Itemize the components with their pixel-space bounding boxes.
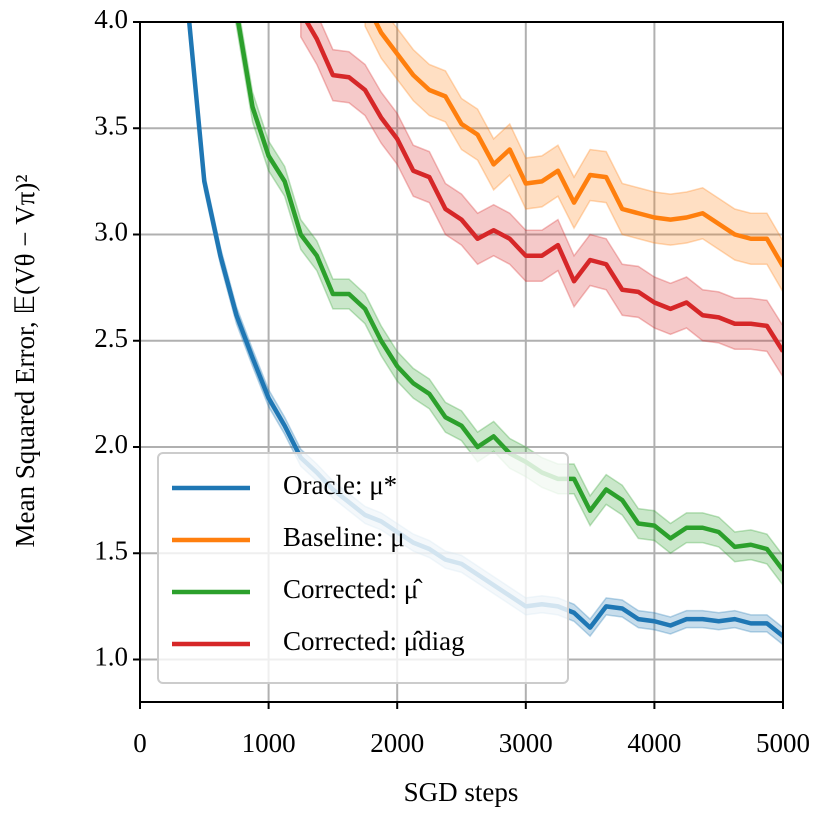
y-tick-label: 3.0 [94,217,128,247]
y-axis-label: Mean Squared Error, 𝔼(Vθ − Vπ)² [10,175,40,548]
x-tick-label: 5000 [756,728,810,758]
legend-label: Corrected: μ̂diag [283,626,465,656]
legend-label: Oracle: μ* [283,470,397,500]
series-line [373,22,783,268]
legend: Oracle: μ* Baseline: μ Corrected: μ̂ Correc… [157,452,569,684]
x-tick-label: 0 [133,728,147,758]
y-tick-label: 1.0 [94,642,128,672]
legend-label: Corrected: μ̂ [283,574,423,604]
plot-frame [139,21,784,703]
series-line [304,22,783,353]
x-tick-label: 1000 [242,728,296,758]
y-tick-label: 4.0 [94,4,128,34]
series-line [235,22,783,572]
y-tick-label: 1.5 [94,535,128,565]
legend-label: Baseline: μ [283,522,405,552]
x-axis-label: SGD steps [404,777,519,807]
confidence-band [300,22,783,379]
y-tick-label: 2.0 [94,429,128,459]
y-tick-label: 2.5 [94,323,128,353]
legend-box [157,452,569,684]
y-tick-label: 3.5 [94,110,128,140]
x-tick-label: 3000 [499,728,553,758]
confidence-band [364,22,783,294]
x-tick-label: 4000 [627,728,681,758]
confidence-band [234,22,783,587]
x-tick-label: 2000 [370,728,424,758]
